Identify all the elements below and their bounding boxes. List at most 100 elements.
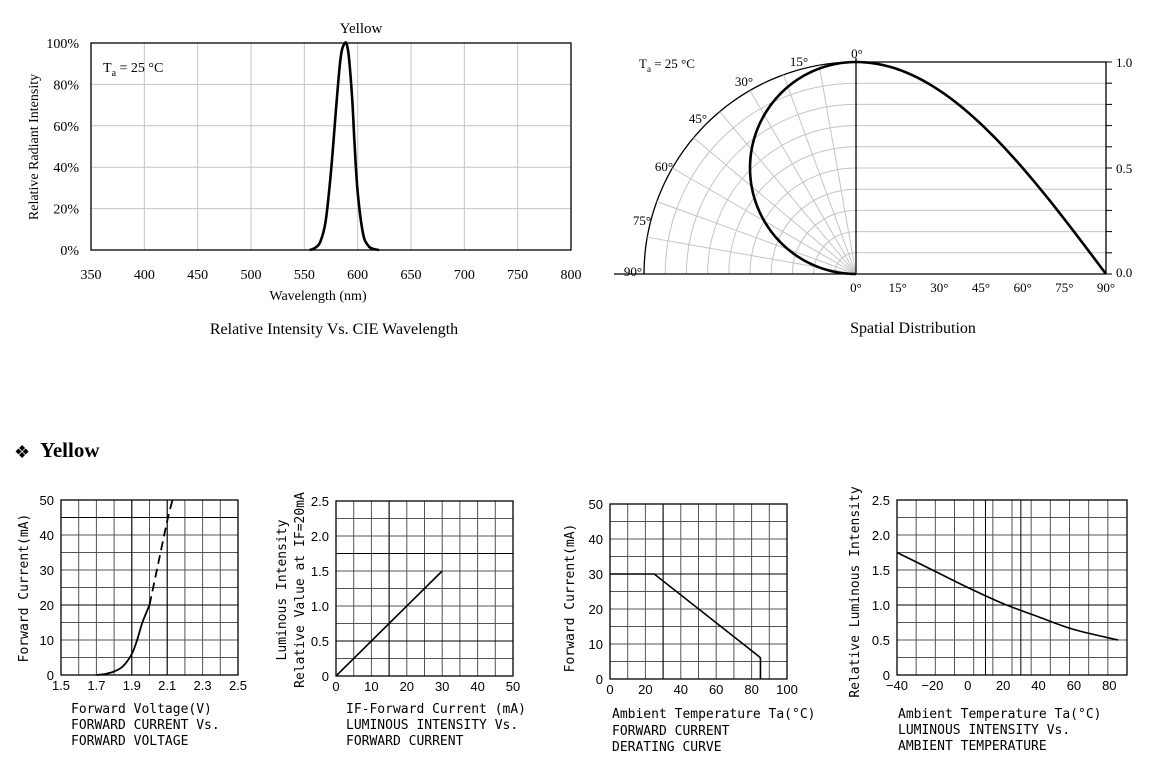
y-tick-label: 1.0 <box>872 598 890 613</box>
polar-radial <box>693 137 857 275</box>
angle-label: 15° <box>790 54 808 69</box>
x-tick-label: 500 <box>241 268 262 283</box>
right-tick-label: 1.0 <box>1116 55 1132 70</box>
x-tick-label: 1.5 <box>52 678 70 693</box>
x-axis-label: Wavelength (nm) <box>269 289 367 304</box>
y-tick-label: 0% <box>60 244 79 259</box>
y-tick-label: 50 <box>40 493 54 508</box>
x-tick-label: 2.1 <box>158 678 176 693</box>
y-tick-label: 30 <box>40 563 54 578</box>
polar-curve <box>748 60 857 276</box>
angle-label: 45° <box>689 111 707 126</box>
y-tick-label: 0 <box>47 668 54 683</box>
plot-frame <box>90 42 572 251</box>
plot-frame <box>60 499 239 676</box>
x-tick-label: 60 <box>709 682 723 697</box>
x-tick-label: 20 <box>400 679 414 694</box>
polar-radial <box>818 65 857 275</box>
y-axis-label: Forward Current(mA) <box>563 524 578 673</box>
x-tick-label: 550 <box>294 268 315 283</box>
x-tick-label: 1.7 <box>87 678 105 693</box>
ta-annotation: Ta = 25 °C <box>103 61 163 79</box>
chart-lum_if: 0 10 20 30 40 50 0 0.5 1.0 1.5 2.0 2.5 Luminous Inte… <box>275 492 526 749</box>
x-tick-label: 40 <box>674 682 688 697</box>
x-tick-label: 750 <box>507 268 528 283</box>
x-tick-label: 50 <box>506 679 520 694</box>
x-axis-label: Forward Voltage(V) <box>71 702 212 717</box>
y-tick-label: 40 <box>589 532 603 547</box>
y-tick-label: 10 <box>40 633 54 648</box>
bottom-tick-label: 0° <box>850 280 862 295</box>
y-tick-label: 2.5 <box>311 494 329 509</box>
right-tick-label: 0.0 <box>1116 265 1132 280</box>
chart-lum_temp: −40 −20 0 20 40 60 80 0 0.5 1.0 1.5 2.0 2.5 Relative … <box>848 486 1128 754</box>
x-tick-label: 60 <box>1067 678 1081 693</box>
x-tick-label: 0 <box>332 679 339 694</box>
y-tick-label: 40 <box>40 528 54 543</box>
angle-label: 60° <box>655 159 673 174</box>
y-tick-label: 10 <box>589 637 603 652</box>
x-tick-label: 350 <box>81 268 102 283</box>
series-line <box>335 570 443 677</box>
chart-caption-line: DERATING CURVE <box>612 740 722 755</box>
x-tick-label: 2.5 <box>229 678 247 693</box>
intensity-curve <box>855 60 1108 275</box>
y-tick-label: 40% <box>53 161 79 176</box>
chart-caption-line: FORWARD CURRENT <box>346 734 464 749</box>
x-tick-label: 450 <box>187 268 208 283</box>
x-tick-label: 40 <box>470 679 484 694</box>
chart-caption-line: AMBIENT TEMPERATURE <box>898 739 1047 754</box>
bottom-tick-label: 90° <box>1097 280 1115 295</box>
bottom-tick-label: 75° <box>1055 280 1073 295</box>
y-axis-label: Forward Current(mA) <box>17 514 32 663</box>
y-tick-label: 2.0 <box>311 529 329 544</box>
polar-radial <box>656 201 857 275</box>
bottom-tick-label: 30° <box>930 280 948 295</box>
plot-frame <box>896 499 1128 676</box>
polar-radial <box>749 90 857 275</box>
angle-label: 75° <box>633 213 651 228</box>
x-tick-label: 10 <box>364 679 378 694</box>
y-tick-label: 20 <box>589 602 603 617</box>
x-tick-label: 1.9 <box>123 678 141 693</box>
angle-label: 30° <box>735 74 753 89</box>
x-tick-label: 20 <box>638 682 652 697</box>
x-tick-label: −20 <box>921 678 943 693</box>
x-tick-label: 2.3 <box>194 678 212 693</box>
x-tick-label: −40 <box>886 678 908 693</box>
chart-title: Yellow <box>340 21 383 37</box>
chart-caption-line: FORWARD CURRENT Vs. <box>71 718 220 733</box>
series-line <box>96 604 151 676</box>
x-tick-label: 80 <box>1102 678 1116 693</box>
y-tick-label: 0 <box>596 672 603 687</box>
y-axis-label: Relative Radiant Intensity <box>27 74 42 220</box>
x-axis-label: IF-Forward Current (mA) <box>346 702 526 717</box>
y-tick-label: 20% <box>53 203 79 218</box>
polar-arc <box>643 61 857 275</box>
polar-radial <box>783 74 857 275</box>
chart-spectrum: 350 400 450 500 550 600 650 700 750 800 0% 20% 40% 60… <box>27 21 582 338</box>
y-tick-label: 1.0 <box>311 599 329 614</box>
y-tick-label: 2.0 <box>872 528 890 543</box>
x-tick-label: 40 <box>1031 678 1045 693</box>
series-line <box>896 551 1119 641</box>
y-tick-label: 60% <box>53 120 79 135</box>
y-tick-label: 1.5 <box>311 564 329 579</box>
chart-spatial: 0° 15° 30° 45° 60° 75° 90° 0° 15° 30° 45° 60° 75° 90°… <box>614 46 1132 337</box>
series-line <box>148 499 174 606</box>
x-tick-label: 20 <box>996 678 1010 693</box>
chart-caption: Spatial Distribution <box>850 320 976 337</box>
x-tick-label: 600 <box>347 268 368 283</box>
x-tick-label: 700 <box>454 268 475 283</box>
polar-arc <box>791 209 857 275</box>
chart-derating: 0 20 40 60 80 100 0 10 20 30 40 50 Forward Current(m… <box>563 497 816 755</box>
polar-arc <box>728 146 857 275</box>
polar-arc <box>770 188 857 275</box>
x-tick-label: 30 <box>435 679 449 694</box>
y-axis-label: Relative Luminous Intensity <box>848 486 863 697</box>
chart-caption: Relative Intensity Vs. CIE Wavelength <box>210 321 458 338</box>
polar-arc <box>664 82 857 275</box>
bottom-tick-label: 15° <box>889 280 907 295</box>
chart-caption-line: FORWARD CURRENT <box>612 724 730 739</box>
